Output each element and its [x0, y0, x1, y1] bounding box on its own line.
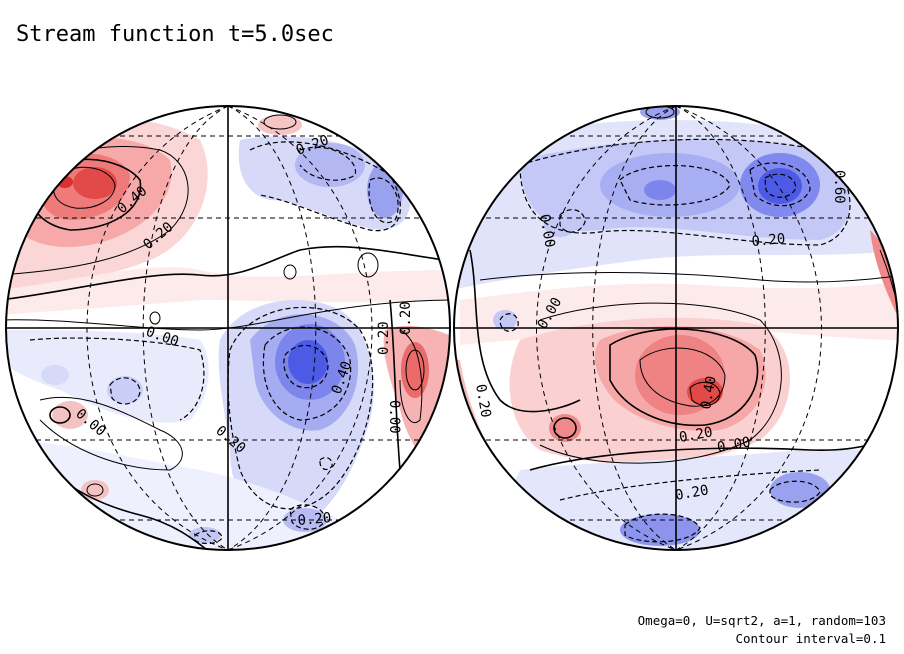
contour-label: 0.20 — [678, 424, 714, 446]
contour-label: 0.20 — [398, 301, 414, 335]
contour-label: 0.20 — [751, 231, 786, 250]
contour-label: 0.00 — [716, 434, 752, 456]
left-globe-outline — [5, 105, 451, 551]
contour-label: 0.20 — [376, 321, 392, 355]
contour-interval-text: Contour interval=0.1 — [735, 631, 886, 646]
contour-label: 0.20 — [472, 383, 494, 419]
contour-label: 0.00 — [386, 400, 402, 434]
contour-label: 0.20 — [674, 482, 710, 504]
plot-footer: Omega=0, U=sqrt2, a=1, random=103 Contou… — [638, 612, 886, 648]
parameters-text: Omega=0, U=sqrt2, a=1, random=103 — [637, 613, 886, 628]
contour-label: 0.60 — [831, 170, 847, 204]
contour-label: 0.00 — [536, 213, 558, 249]
contour-label: 0.40 — [698, 375, 720, 411]
contour-label: 0.20 — [297, 510, 332, 529]
right-globe-outline — [453, 105, 899, 551]
plot-title: Stream function t=5.0sec — [16, 22, 334, 47]
left-globe — [6, 106, 450, 550]
right-globe — [454, 106, 898, 550]
